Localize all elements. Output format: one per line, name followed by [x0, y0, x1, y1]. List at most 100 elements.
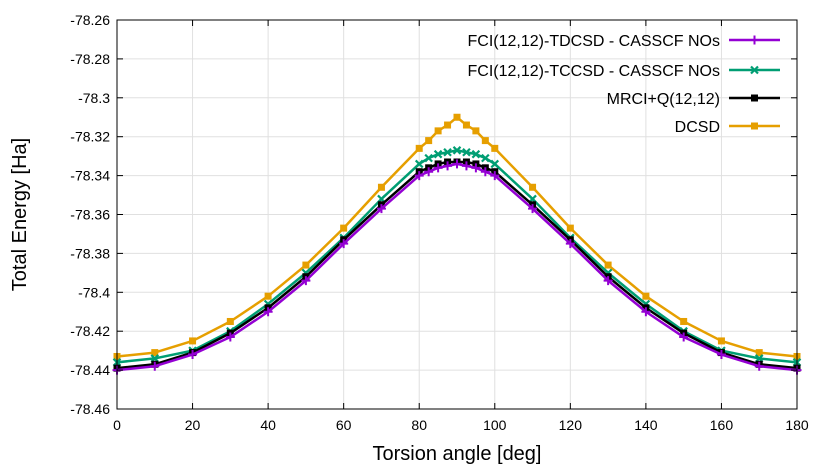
legend-label: FCI(12,12)-TDCSD - CASSCF NOs	[468, 33, 720, 50]
y-tick-label: -78.34	[70, 168, 110, 184]
data-point	[226, 317, 234, 325]
data-point	[189, 337, 197, 345]
legend-item: MRCI+Q(12,12)	[607, 91, 780, 108]
series-layer	[112, 113, 802, 375]
x-tick-label: 140	[634, 417, 658, 433]
series-1	[112, 159, 802, 375]
data-point	[377, 183, 385, 191]
data-point	[461, 161, 471, 171]
data-point	[642, 292, 650, 300]
x-tick-label: 60	[336, 417, 352, 433]
x-tick-label: 0	[113, 417, 121, 433]
x-tick-label: 160	[710, 417, 734, 433]
data-point	[529, 183, 537, 191]
data-point	[188, 350, 198, 360]
data-point	[452, 159, 462, 169]
tick-marks	[116, 19, 798, 410]
legend-item: FCI(12,12)-TDCSD - CASSCF NOs	[468, 33, 780, 50]
y-tick-label: -78.44	[70, 362, 110, 378]
data-point	[716, 350, 726, 360]
data-point	[679, 332, 689, 342]
data-point	[415, 144, 423, 152]
series-2	[112, 146, 802, 367]
data-point	[528, 204, 538, 214]
data-point	[462, 147, 471, 157]
data-point	[480, 167, 490, 177]
data-point	[339, 239, 349, 249]
data-point	[414, 159, 424, 169]
data-point	[491, 144, 499, 152]
data-point	[376, 204, 386, 214]
data-point	[490, 159, 500, 169]
data-point	[604, 261, 612, 269]
data-point	[443, 147, 452, 157]
x-tick-label: 80	[411, 417, 427, 433]
data-point	[471, 163, 481, 173]
data-point	[425, 137, 433, 145]
data-point	[424, 153, 433, 163]
legend-item: FCI(12,12)-TCCSD - CASSCF NOs	[468, 63, 780, 80]
data-point	[462, 121, 470, 129]
data-point	[301, 276, 311, 286]
data-point	[302, 261, 310, 269]
data-point	[263, 307, 273, 317]
data-point	[471, 149, 481, 159]
data-point	[453, 113, 461, 121]
data-point	[641, 307, 651, 317]
y-axis-title: Total Energy [Ha]	[9, 138, 31, 291]
legend-label: FCI(12,12)-TCCSD - CASSCF NOs	[468, 63, 720, 80]
data-point	[565, 239, 575, 249]
data-point	[151, 349, 159, 357]
data-point	[603, 276, 613, 286]
legend-label: DCSD	[675, 119, 720, 136]
y-tick-label: -78.28	[70, 51, 110, 67]
data-point	[755, 349, 763, 357]
tick-labels: 0 20 40 60 80 100 120 140 160 180 -78.46 -78.44 -78.…	[70, 12, 809, 433]
y-tick-label: -78.38	[70, 245, 110, 261]
y-tick-label: -78.46	[70, 401, 110, 417]
y-tick-label: -78.32	[70, 129, 110, 145]
y-tick-label: -78.26	[70, 12, 110, 28]
legend-label: MRCI+Q(12,12)	[607, 91, 720, 108]
data-point	[566, 224, 574, 232]
data-point	[754, 354, 764, 363]
legend: FCI(12,12)-TDCSD - CASSCF NOs FCI(12,12)-…	[468, 33, 780, 136]
data-point	[481, 153, 490, 163]
x-tick-label: 120	[559, 417, 583, 433]
data-point	[443, 161, 453, 171]
x-tick-label: 180	[785, 417, 809, 433]
series-line	[116, 116, 798, 358]
legend-item: DCSD	[675, 119, 780, 136]
legend-marker	[751, 122, 758, 130]
data-point	[444, 121, 452, 129]
data-point	[225, 332, 235, 342]
series-line	[116, 149, 798, 364]
x-tick-label: 20	[185, 417, 201, 433]
data-point	[490, 171, 500, 181]
data-point	[452, 146, 462, 155]
x-axis-title: Torsion angle [deg]	[372, 443, 541, 465]
y-tick-label: -78.4	[78, 284, 110, 300]
legend-marker	[750, 65, 759, 75]
data-point	[717, 337, 725, 345]
y-tick-label: -78.3	[78, 90, 110, 106]
data-point	[264, 292, 272, 300]
data-point	[680, 317, 688, 325]
y-tick-label: -78.36	[70, 207, 110, 223]
legend-marker	[750, 35, 759, 45]
data-point	[481, 137, 489, 145]
data-point	[434, 127, 442, 135]
y-tick-label: -78.42	[70, 323, 110, 339]
x-tick-label: 100	[483, 417, 507, 433]
data-point	[424, 167, 434, 177]
data-point	[340, 224, 348, 232]
data-point	[754, 361, 764, 371]
data-point	[472, 127, 480, 135]
data-point	[433, 163, 443, 173]
legend-marker	[751, 94, 758, 102]
data-point	[433, 149, 443, 159]
x-tick-label: 40	[260, 417, 276, 433]
data-point	[414, 171, 424, 181]
series-3	[113, 158, 801, 372]
